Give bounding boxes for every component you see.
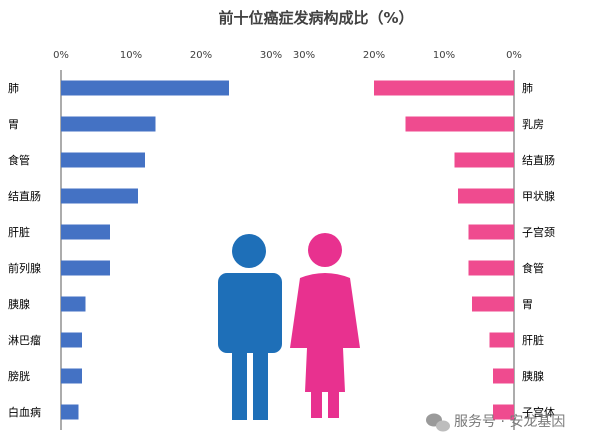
left-tick-label: 30% xyxy=(260,50,282,61)
male-category-label: 食管 xyxy=(8,153,30,167)
female-category-label: 食管 xyxy=(522,261,544,275)
watermark-text: 服务号 · 安龙基因 xyxy=(454,413,565,430)
male-bar xyxy=(61,332,82,348)
right-tick-label: 10% xyxy=(433,50,455,61)
female-bar xyxy=(454,152,514,168)
male-category-label: 淋巴瘤 xyxy=(8,333,41,347)
left-tick-label: 0% xyxy=(53,50,69,61)
right-tick-label: 30% xyxy=(293,50,315,61)
male-category-label: 膀胱 xyxy=(8,369,30,383)
female-category-label: 子宫体 xyxy=(522,405,555,419)
male-category-label: 结直肠 xyxy=(8,189,41,203)
male-bar xyxy=(61,296,86,312)
left-tick-label: 20% xyxy=(190,50,212,61)
female-category-label: 乳房 xyxy=(522,118,544,131)
male-bar xyxy=(61,152,145,168)
left-tick-label: 10% xyxy=(120,50,142,61)
female-bar xyxy=(458,188,514,204)
female-bar xyxy=(493,404,514,420)
male-bar xyxy=(61,188,138,204)
female-bars xyxy=(374,80,514,420)
male-bar xyxy=(61,224,110,240)
right-tick-label: 20% xyxy=(363,50,385,61)
male-category-label: 胃 xyxy=(8,118,19,131)
male-bars xyxy=(61,80,229,420)
female-bar xyxy=(468,260,514,276)
female-bar xyxy=(472,296,514,312)
female-bar xyxy=(493,368,514,384)
chart-title: 前十位癌症发病构成比（%） xyxy=(218,9,413,27)
male-bar xyxy=(61,260,110,276)
male-bar xyxy=(61,404,79,420)
female-category-label: 肝脏 xyxy=(522,334,544,347)
male-figure-icon xyxy=(218,234,282,420)
male-category-label: 前列腺 xyxy=(8,261,41,275)
female-category-label: 甲状腺 xyxy=(522,189,555,203)
female-category-label: 子宫颈 xyxy=(522,225,555,239)
male-category-label: 肺 xyxy=(8,82,19,95)
right-axis-ticks: 30% 20% 10% 0% xyxy=(293,50,522,61)
female-category-label: 胰腺 xyxy=(522,369,544,383)
female-bar xyxy=(405,116,514,132)
female-category-label: 胃 xyxy=(522,298,533,311)
male-bar xyxy=(61,368,82,384)
male-bar xyxy=(61,116,156,132)
right-tick-label: 0% xyxy=(506,50,522,61)
female-bar xyxy=(489,332,514,348)
wechat-icon xyxy=(426,413,450,432)
male-bar xyxy=(61,80,229,96)
female-category-label: 结直肠 xyxy=(522,153,555,167)
left-axis-ticks: 0% 10% 20% 30% xyxy=(53,50,282,61)
female-bar xyxy=(374,80,514,96)
male-category-label: 胰腺 xyxy=(8,297,30,311)
male-category-label: 白血病 xyxy=(8,405,41,419)
male-category-label: 肝脏 xyxy=(8,226,30,239)
watermark: 服务号 · 安龙基因 xyxy=(426,413,565,432)
female-category-label: 肺 xyxy=(522,82,533,95)
female-bar xyxy=(468,224,514,240)
female-figure-icon xyxy=(290,233,360,418)
